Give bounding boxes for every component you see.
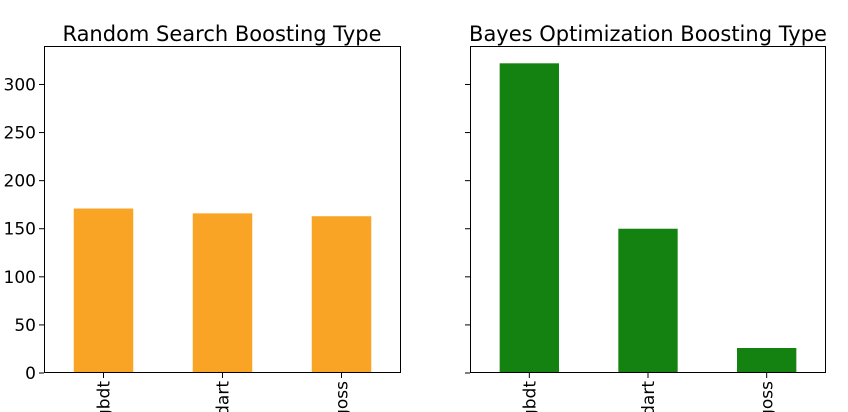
random-search-ytick-label: 100 — [4, 268, 36, 288]
random-search-bar-dart — [192, 213, 253, 373]
random-search-ytick-label: 150 — [4, 220, 36, 240]
bayes-optimization-xtick-label-gbdt: gbdt — [520, 381, 540, 412]
bayes-optimization-bar-gbdt — [499, 63, 559, 373]
bayes-optimization-bar-goss — [737, 347, 797, 373]
bayes-optimization-panel: Bayes Optimization Boosting Type gbdt dar… — [465, 22, 827, 412]
random-search-xtick-label-gbdt: gbdt — [95, 381, 115, 412]
random-search-ytick-label: 50 — [14, 316, 36, 336]
bayes-optimization-xtick-label-goss: goss — [758, 381, 778, 412]
random-search-ytick-label: 300 — [4, 75, 36, 95]
random-search-title: Random Search Boosting Type — [62, 22, 381, 46]
random-search-bar-goss — [311, 216, 372, 373]
bayes-optimization-axes-frame — [470, 46, 826, 373]
bayes-optimization-xtick-label-dart: dart — [639, 381, 659, 412]
random-search-bar-gbdt — [73, 208, 134, 373]
bayes-optimization-bar-dart — [618, 228, 678, 373]
random-search-xtick-label-goss: goss — [333, 381, 353, 412]
random-search-ytick-label: 200 — [4, 172, 36, 192]
random-search-panel: Random Search Boosting Type 0 50 100 150 200… — [4, 22, 401, 412]
random-search-ytick-label: 0 — [25, 364, 36, 384]
random-search-ytick-label: 250 — [4, 124, 36, 144]
random-search-xtick-label-dart: dart — [214, 381, 234, 412]
random-search-axes-frame — [44, 46, 401, 373]
bayes-optimization-title: Bayes Optimization Boosting Type — [469, 22, 827, 46]
